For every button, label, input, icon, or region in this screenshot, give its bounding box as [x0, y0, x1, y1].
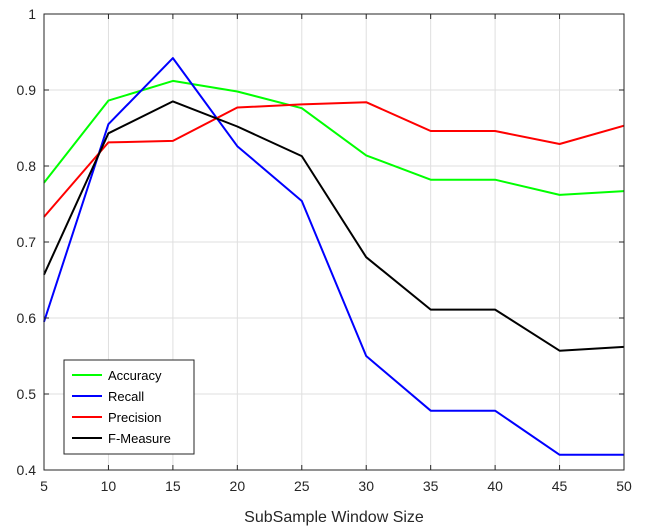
legend-label: Precision — [108, 410, 161, 425]
x-tick-label: 10 — [101, 478, 117, 494]
x-tick-label: 40 — [487, 478, 503, 494]
legend-label: Accuracy — [108, 368, 162, 383]
y-tick-label: 1 — [28, 6, 36, 22]
legend-label: F-Measure — [108, 431, 171, 446]
series-line-f-measure — [43, 100, 625, 352]
y-tick-label: 0.9 — [17, 82, 37, 98]
y-tick-label: 0.6 — [17, 310, 37, 326]
x-axis-title: SubSample Window Size — [244, 509, 424, 526]
x-tick-label: 50 — [616, 478, 632, 494]
x-tick-label: 5 — [40, 478, 48, 494]
x-tick-label: 20 — [230, 478, 246, 494]
x-tick-label: 15 — [165, 478, 181, 494]
y-tick-label: 0.7 — [17, 234, 37, 250]
series-lines — [43, 57, 625, 456]
x-tick-label: 45 — [552, 478, 568, 494]
x-tick-label: 25 — [294, 478, 310, 494]
x-tick-label: 30 — [358, 478, 374, 494]
x-tick-label: 35 — [423, 478, 439, 494]
axis-ticks: 5 10 15 20 25 30 35 40 45 50 0.4 0.5 0.6 0.7 0.8 0.9 1 — [17, 6, 632, 494]
series-line-recall — [43, 57, 624, 456]
legend: Accuracy Recall Precision F-Measure — [63, 359, 195, 455]
series-line-precision — [43, 101, 625, 218]
y-tick-label: 0.5 — [17, 386, 37, 402]
y-tick-label: 0.8 — [17, 158, 37, 174]
y-tick-label: 0.4 — [17, 462, 37, 478]
legend-label: Recall — [108, 389, 144, 404]
